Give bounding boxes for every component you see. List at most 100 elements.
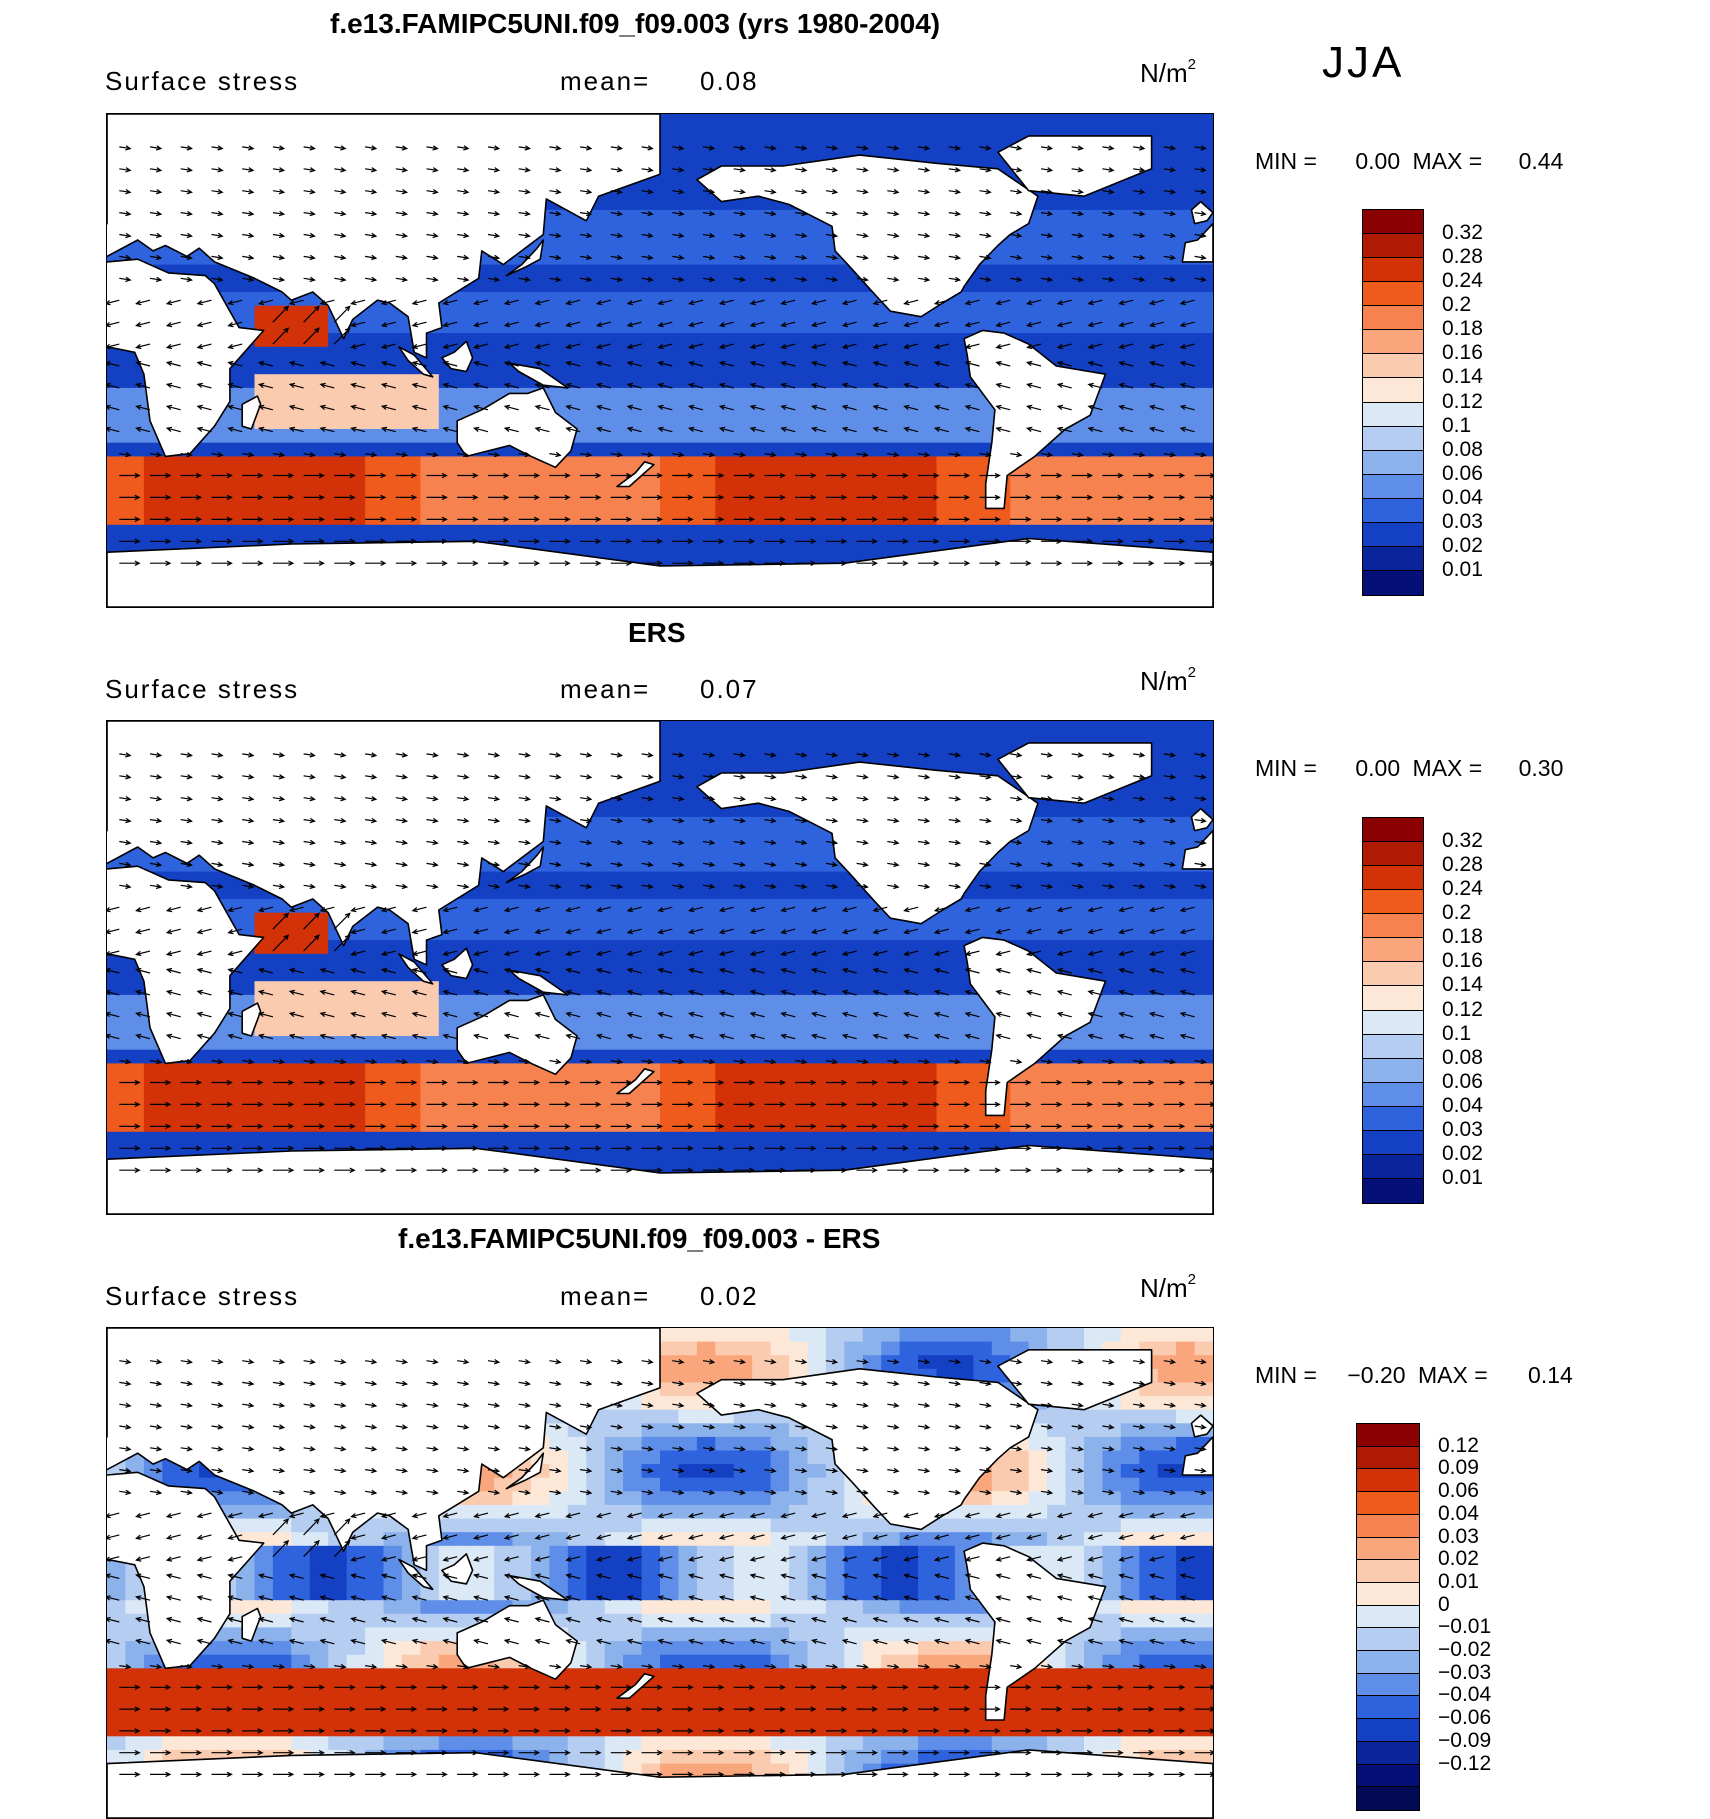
colorbar-swatch	[1357, 1674, 1419, 1697]
colorbar-tick-label: 0.06	[1442, 462, 1483, 486]
panel-1-variable-label: Surface stress	[105, 66, 299, 97]
panel-3-mean-value: 0.02	[700, 1281, 759, 1312]
panel-3-colorbar	[1356, 1423, 1420, 1811]
colorbar-tick-label: 0.24	[1442, 877, 1483, 901]
colorbar-tick-label: 0.03	[1442, 510, 1483, 534]
colorbar-tick-label: 0.03	[1438, 1525, 1479, 1549]
colorbar-tick-label: −0.12	[1438, 1752, 1491, 1776]
colorbar-swatch	[1363, 403, 1423, 427]
panel-2-min-value: 0.00	[1355, 755, 1400, 782]
panel-1-min-label: MIN =	[1255, 148, 1317, 175]
colorbar-tick-label: 0.32	[1442, 221, 1483, 245]
colorbar-swatch	[1363, 499, 1423, 523]
colorbar-swatch	[1357, 1469, 1419, 1492]
colorbar-tick-label: 0.02	[1438, 1547, 1479, 1571]
colorbar-tick-label: 0.12	[1438, 1434, 1479, 1458]
panel-1-map-svg	[107, 114, 1213, 607]
colorbar-tick-label: 0.14	[1442, 365, 1483, 389]
panel-3-min-value: −0.20	[1347, 1362, 1405, 1389]
colorbar-swatch	[1363, 234, 1423, 258]
panel-1-colorbar	[1362, 209, 1424, 596]
panel-2-max-value: 0.30	[1519, 755, 1564, 782]
colorbar-swatch	[1363, 306, 1423, 330]
colorbar-swatch	[1363, 986, 1423, 1010]
colorbar-swatch	[1357, 1696, 1419, 1719]
colorbar-swatch	[1363, 1035, 1423, 1059]
panel-2-minmax: MIN = 0.00 MAX = 0.30	[1255, 755, 1563, 782]
colorbar-swatch	[1363, 475, 1423, 499]
colorbar-swatch	[1363, 547, 1423, 571]
colorbar-tick-label: 0.2	[1442, 901, 1471, 925]
colorbar-tick-label: 0.01	[1438, 1570, 1479, 1594]
panel-1-mean-label: mean=	[560, 66, 650, 97]
colorbar-swatch	[1357, 1560, 1419, 1583]
colorbar-tick-label: 0.16	[1442, 949, 1483, 973]
colorbar-tick-label: 0.01	[1442, 1166, 1483, 1190]
colorbar-tick-label: 0.04	[1442, 1094, 1483, 1118]
colorbar-swatch	[1363, 914, 1423, 938]
panel-3-map	[106, 1327, 1214, 1819]
colorbar-swatch	[1363, 962, 1423, 986]
colorbar-tick-label: 0.09	[1438, 1456, 1479, 1480]
colorbar-swatch	[1357, 1606, 1419, 1629]
panel-1-max-value: 0.44	[1519, 148, 1564, 175]
colorbar-tick-label: 0.02	[1442, 534, 1483, 558]
colorbar-tick-label: 0.06	[1438, 1479, 1479, 1503]
colorbar-tick-label: 0	[1438, 1593, 1450, 1617]
colorbar-swatch	[1357, 1515, 1419, 1538]
colorbar-tick-label: 0.28	[1442, 853, 1483, 877]
colorbar-tick-label: 0.04	[1442, 486, 1483, 510]
colorbar-swatch	[1363, 378, 1423, 402]
colorbar-swatch	[1363, 818, 1423, 842]
panel-2-colorbar	[1362, 817, 1424, 1204]
colorbar-swatch	[1357, 1651, 1419, 1674]
colorbar-tick-label: 0.03	[1442, 1118, 1483, 1142]
colorbar-tick-label: 0.18	[1442, 925, 1483, 949]
colorbar-swatch	[1357, 1492, 1419, 1515]
colorbar-swatch	[1363, 282, 1423, 306]
panel-2-min-label: MIN =	[1255, 755, 1317, 782]
colorbar-tick-label: 0.16	[1442, 341, 1483, 365]
panel-3-variable-label: Surface stress	[105, 1281, 299, 1312]
colorbar-swatch	[1363, 1011, 1423, 1035]
colorbar-tick-label: 0.08	[1442, 1046, 1483, 1070]
colorbar-swatch	[1363, 1155, 1423, 1179]
panel-1-max-label: MAX =	[1413, 148, 1483, 175]
colorbar-swatch	[1363, 866, 1423, 890]
colorbar-tick-label: 0.12	[1442, 998, 1483, 1022]
panel-1-min-value: 0.00	[1355, 148, 1400, 175]
panel-2-variable-label: Surface stress	[105, 674, 299, 705]
colorbar-swatch	[1357, 1787, 1419, 1810]
colorbar-tick-label: 0.08	[1442, 438, 1483, 462]
colorbar-swatch	[1363, 842, 1423, 866]
panel-2-map-svg	[107, 721, 1213, 1214]
colorbar-swatch	[1357, 1765, 1419, 1788]
colorbar-swatch	[1363, 258, 1423, 282]
colorbar-tick-label: 0.04	[1438, 1502, 1479, 1526]
colorbar-swatch	[1363, 1131, 1423, 1155]
colorbar-swatch	[1363, 1179, 1423, 1203]
colorbar-tick-label: −0.04	[1438, 1683, 1491, 1707]
colorbar-swatch	[1357, 1719, 1419, 1742]
panel-1-map	[106, 113, 1214, 608]
colorbar-tick-label: −0.01	[1438, 1615, 1491, 1639]
colorbar-swatch	[1357, 1628, 1419, 1651]
panel-3-max-label: MAX =	[1418, 1362, 1488, 1389]
panel-3-units: N/m2	[1140, 1273, 1196, 1304]
panel-1-title: f.e13.FAMIPC5UNI.f09_f09.003 (yrs 1980-2…	[330, 8, 940, 40]
panel-2-units: N/m2	[1140, 666, 1196, 697]
colorbar-swatch	[1363, 890, 1423, 914]
panel-3-title: f.e13.FAMIPC5UNI.f09_f09.003 - ERS	[398, 1223, 880, 1255]
panel-3-max-value: 0.14	[1528, 1362, 1573, 1389]
panel-3-min-label: MIN =	[1255, 1362, 1317, 1389]
colorbar-swatch	[1357, 1424, 1419, 1447]
colorbar-tick-label: 0.32	[1442, 829, 1483, 853]
panel-1-units: N/m2	[1140, 58, 1196, 89]
colorbar-swatch	[1363, 354, 1423, 378]
colorbar-tick-label: −0.03	[1438, 1661, 1491, 1685]
panel-3-mean-label: mean=	[560, 1281, 650, 1312]
panel-2-mean-label: mean=	[560, 674, 650, 705]
colorbar-swatch	[1363, 938, 1423, 962]
panel-3-minmax: MIN = −0.20 MAX = 0.14	[1255, 1362, 1573, 1389]
colorbar-swatch	[1363, 330, 1423, 354]
